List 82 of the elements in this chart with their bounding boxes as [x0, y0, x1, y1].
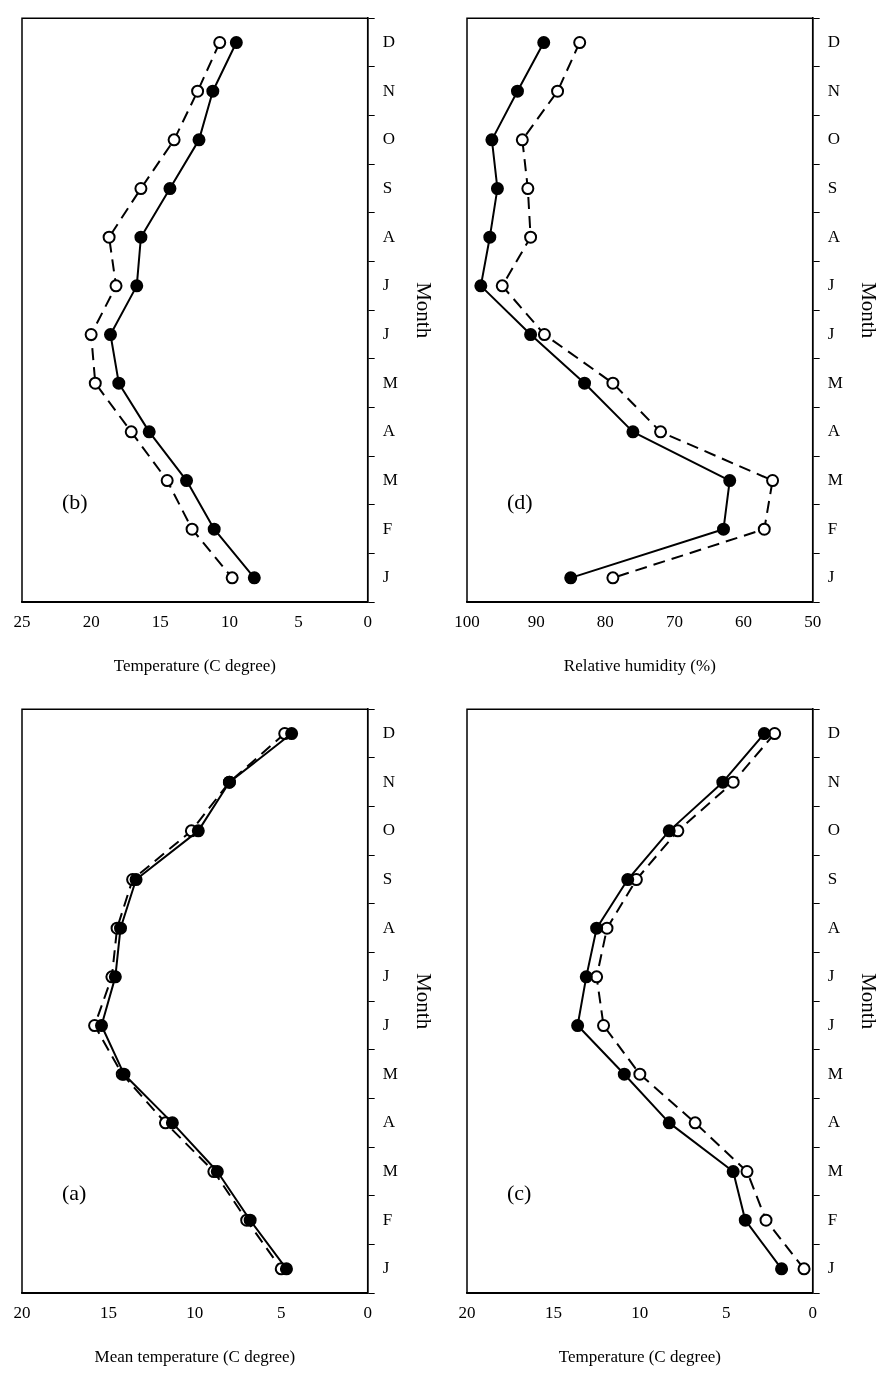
y-tick-label: D	[827, 32, 840, 51]
x-tick-label: 90	[527, 611, 545, 631]
x-tick-label: 60	[735, 611, 753, 631]
y-tick-label: A	[827, 1112, 841, 1132]
y-tick-label: J	[827, 567, 835, 587]
x-tick-label: 20	[82, 611, 100, 631]
x-tick-label: 0	[363, 611, 372, 631]
y-tick-label: J	[382, 1258, 390, 1278]
y-tick-label: J	[382, 324, 390, 343]
y-tick-label: M	[382, 372, 398, 392]
y-tick-label: S	[382, 178, 393, 197]
x-tick-label: 5	[722, 1302, 731, 1322]
x-tick-label: 80	[596, 611, 614, 631]
y-tick-label: J	[827, 275, 835, 295]
y-tick-label: S	[382, 869, 393, 888]
y-tick-label: A	[382, 226, 396, 246]
y-tick-label: J	[827, 966, 835, 986]
x-axis-title: Relative humidity (%)	[563, 656, 716, 676]
x-tick-label: 0	[363, 1302, 372, 1322]
y-tick-label: O	[382, 820, 395, 840]
y-tick-label: M	[382, 470, 398, 489]
x-tick-label: 20	[13, 1302, 31, 1322]
x-tick-label: 15	[544, 1302, 562, 1322]
y-axis-title: Month	[856, 973, 881, 1030]
y-tick-label: M	[827, 372, 843, 392]
y-tick-label: F	[382, 518, 393, 538]
x-tick-label: 70	[665, 611, 683, 631]
x-tick-label: 50	[804, 611, 822, 631]
y-tick-label: A	[382, 917, 396, 937]
x-tick-label: 10	[220, 611, 238, 631]
x-tick-label: 10	[631, 1302, 649, 1322]
annotation: (b)	[62, 488, 88, 514]
y-tick-label: J	[827, 1258, 835, 1278]
y-tick-label: O	[827, 820, 840, 840]
x-tick-label: 0	[808, 1302, 817, 1322]
y-tick-label: A	[827, 226, 841, 246]
x-tick-label: 5	[294, 611, 303, 631]
x-axis-title: Temperature (C degree)	[558, 1347, 721, 1367]
y-tick-label: N	[827, 771, 840, 791]
y-tick-label: O	[382, 129, 395, 149]
annotation: (d)	[507, 488, 533, 514]
y-tick-label: F	[382, 1209, 393, 1229]
y-tick-label: F	[827, 518, 838, 538]
y-tick-label: A	[827, 917, 841, 937]
y-tick-label: M	[827, 1161, 843, 1180]
y-tick-label: J	[827, 324, 835, 343]
x-tick-label: 15	[151, 611, 169, 631]
x-tick-label: 15	[99, 1302, 117, 1322]
y-axis-title: Month	[411, 973, 436, 1030]
y-tick-label: J	[827, 1015, 835, 1034]
annotation: (a)	[62, 1179, 87, 1205]
x-axis-title: Mean temperature (C degree)	[94, 1347, 296, 1367]
y-tick-label: F	[827, 1209, 838, 1229]
y-tick-label: M	[827, 470, 843, 489]
y-tick-label: N	[827, 80, 840, 100]
annotation: (c)	[507, 1179, 532, 1205]
x-tick-label: 10	[186, 1302, 204, 1322]
x-tick-label: 5	[277, 1302, 286, 1322]
y-tick-label: J	[382, 966, 390, 986]
x-axis-title: Temperature (C degree)	[113, 656, 276, 676]
y-tick-label: S	[827, 869, 838, 888]
x-tick-label: 20	[458, 1302, 476, 1322]
y-tick-label: A	[827, 421, 841, 441]
y-tick-label: D	[382, 723, 395, 742]
y-tick-label: D	[827, 723, 840, 742]
y-axis-title: Month	[411, 282, 436, 339]
y-tick-label: J	[382, 567, 390, 587]
y-tick-label: N	[382, 771, 395, 791]
y-tick-label: J	[382, 275, 390, 295]
y-tick-label: O	[827, 129, 840, 149]
y-tick-label: M	[827, 1063, 843, 1083]
y-tick-label: A	[382, 1112, 396, 1132]
y-tick-label: S	[827, 178, 838, 197]
y-tick-label: N	[382, 80, 395, 100]
y-tick-label: J	[382, 1015, 390, 1034]
x-tick-label: 25	[13, 611, 31, 631]
y-tick-label: D	[382, 32, 395, 51]
x-tick-label: 100	[454, 611, 480, 631]
y-tick-label: M	[382, 1161, 398, 1180]
y-tick-label: A	[382, 421, 396, 441]
y-tick-label: M	[382, 1063, 398, 1083]
y-axis-title: Month	[856, 282, 881, 339]
